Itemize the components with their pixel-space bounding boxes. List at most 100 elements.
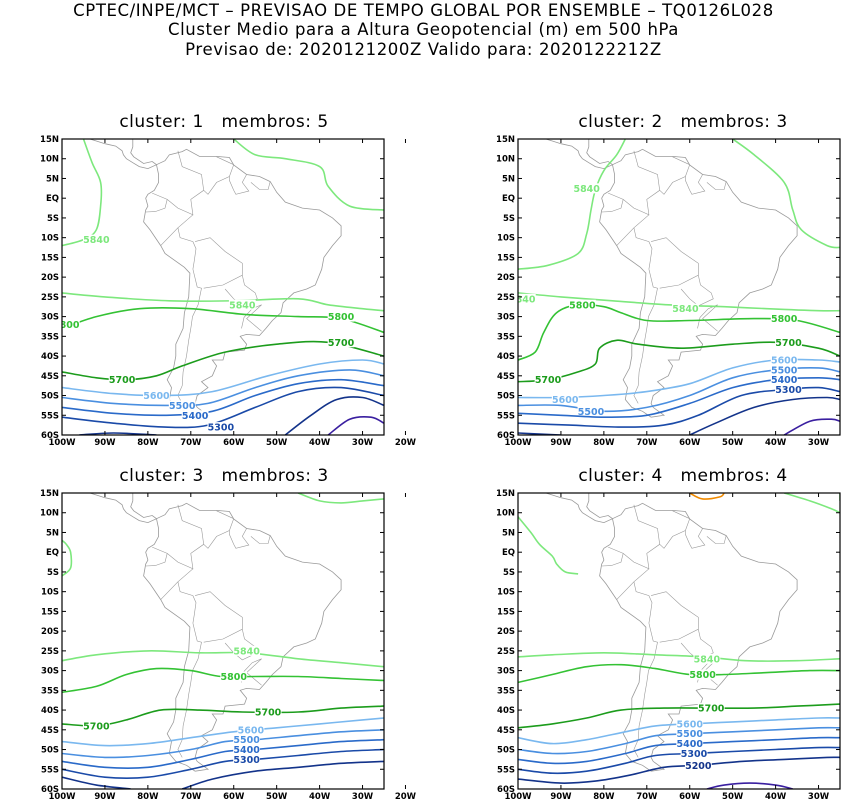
y-tick-label: 20S	[497, 627, 515, 637]
x-tick-label: 90W	[94, 438, 116, 448]
contour-line	[518, 516, 579, 575]
country-border	[152, 150, 205, 216]
y-tick-label: 30S	[497, 313, 515, 323]
plot-frame	[517, 138, 841, 436]
country-border	[203, 156, 235, 195]
contour-label-bg	[551, 394, 579, 405]
y-tick-label: EQ	[502, 548, 515, 558]
contour-label: 5840	[233, 646, 260, 657]
central-america-outline	[518, 139, 614, 170]
contour-label-bg	[181, 410, 209, 421]
y-tick-label: 10S	[41, 588, 59, 598]
continent-outline	[143, 148, 342, 418]
contour-label: 5200	[685, 761, 712, 772]
y-tick-label: 15S	[41, 607, 59, 617]
contour-line	[62, 359, 384, 397]
panel-4-title: cluster: 4 membros: 4	[578, 466, 788, 486]
x-tick-label: 60W	[223, 792, 245, 802]
country-border	[633, 568, 653, 624]
y-tick-label: 35S	[41, 332, 59, 342]
contour-line	[284, 396, 384, 435]
contour-label: 5600	[552, 395, 579, 406]
country-border	[706, 535, 727, 544]
country-border	[601, 199, 624, 213]
contour-label: 5700	[255, 708, 282, 719]
x-tick-label: 80W	[593, 438, 615, 448]
contour-line	[62, 667, 384, 694]
contour-label-bg	[168, 400, 196, 411]
x-tick-label: 100W	[504, 438, 532, 448]
x-tick-label: 40W	[765, 792, 787, 802]
country-border	[195, 591, 243, 643]
y-tick-label: 25S	[41, 293, 59, 303]
country-border	[246, 304, 262, 332]
contour-line	[783, 418, 840, 435]
contour-label: 5600	[238, 725, 265, 736]
contour-label: 5500	[233, 735, 260, 746]
x-tick-label: 30W	[808, 438, 830, 448]
contour-line	[62, 650, 384, 668]
y-tick-label: 5N	[502, 528, 515, 538]
contour-label-bg	[770, 355, 798, 366]
contour-line	[518, 726, 840, 755]
x-tick-label: 50W	[266, 792, 288, 802]
contour-label-bg	[676, 728, 704, 739]
contour-label: 5700	[328, 338, 355, 349]
contour-line	[689, 493, 725, 500]
contour-label: 5800	[689, 670, 716, 681]
country-border	[706, 181, 727, 190]
x-tick-label: 30W	[352, 792, 374, 802]
country-border	[680, 629, 714, 661]
contour-label: 5840	[672, 304, 699, 315]
contour-label-bg	[62, 319, 80, 330]
contour-line	[518, 703, 840, 729]
contour-line	[689, 396, 840, 435]
y-tick-label: 15N	[40, 489, 59, 499]
continent-outline	[599, 148, 798, 418]
contour-label: 5840	[694, 654, 721, 665]
y-tick-label: 50S	[41, 392, 59, 402]
contour-label-bg	[569, 299, 596, 310]
contour-line	[62, 292, 384, 312]
country-border	[246, 658, 262, 686]
contour-label: 5840	[229, 300, 256, 311]
y-tick-label: 35S	[41, 686, 59, 696]
contour-line	[732, 139, 840, 249]
y-tick-label: 50S	[497, 392, 515, 402]
y-tick-label: 25S	[41, 647, 59, 657]
contour-label-bg	[233, 754, 261, 765]
y-tick-label: 15N	[496, 489, 515, 499]
contour-label-bg	[207, 422, 235, 433]
x-tick-label: 90W	[550, 792, 572, 802]
panel-1-title: cluster: 1 membros: 5	[119, 112, 329, 132]
country-border	[152, 504, 205, 570]
contour-label: 5840	[83, 235, 110, 246]
contour-label-bg	[233, 744, 261, 755]
x-tick-label: 30W	[808, 792, 830, 802]
contour-label: 5800	[328, 312, 355, 323]
x-tick-label: 100W	[48, 792, 76, 802]
country-border	[633, 623, 658, 758]
country-border	[651, 591, 699, 643]
contour-label-bg	[228, 299, 256, 310]
country-border	[145, 199, 168, 213]
y-tick-label: 15N	[496, 135, 515, 145]
x-tick-label: 90W	[550, 438, 572, 448]
y-tick-label: 40S	[497, 706, 515, 716]
country-border	[685, 528, 706, 549]
contour-label-bg	[770, 364, 798, 375]
y-tick-label: 10S	[497, 234, 515, 244]
contour-line	[518, 663, 840, 684]
contour-label: 5600	[677, 719, 704, 730]
contour-label: 5840	[573, 184, 600, 195]
country-border	[633, 214, 653, 270]
contour-line	[62, 340, 384, 381]
continent-outline	[599, 502, 798, 772]
y-tick-label: 10S	[497, 588, 515, 598]
x-tick-label: 70W	[636, 438, 658, 448]
contour-label: 5500	[578, 407, 605, 418]
contour-line	[518, 651, 840, 662]
contour-label-bg	[233, 734, 261, 745]
contour-label: 5300	[208, 423, 235, 434]
